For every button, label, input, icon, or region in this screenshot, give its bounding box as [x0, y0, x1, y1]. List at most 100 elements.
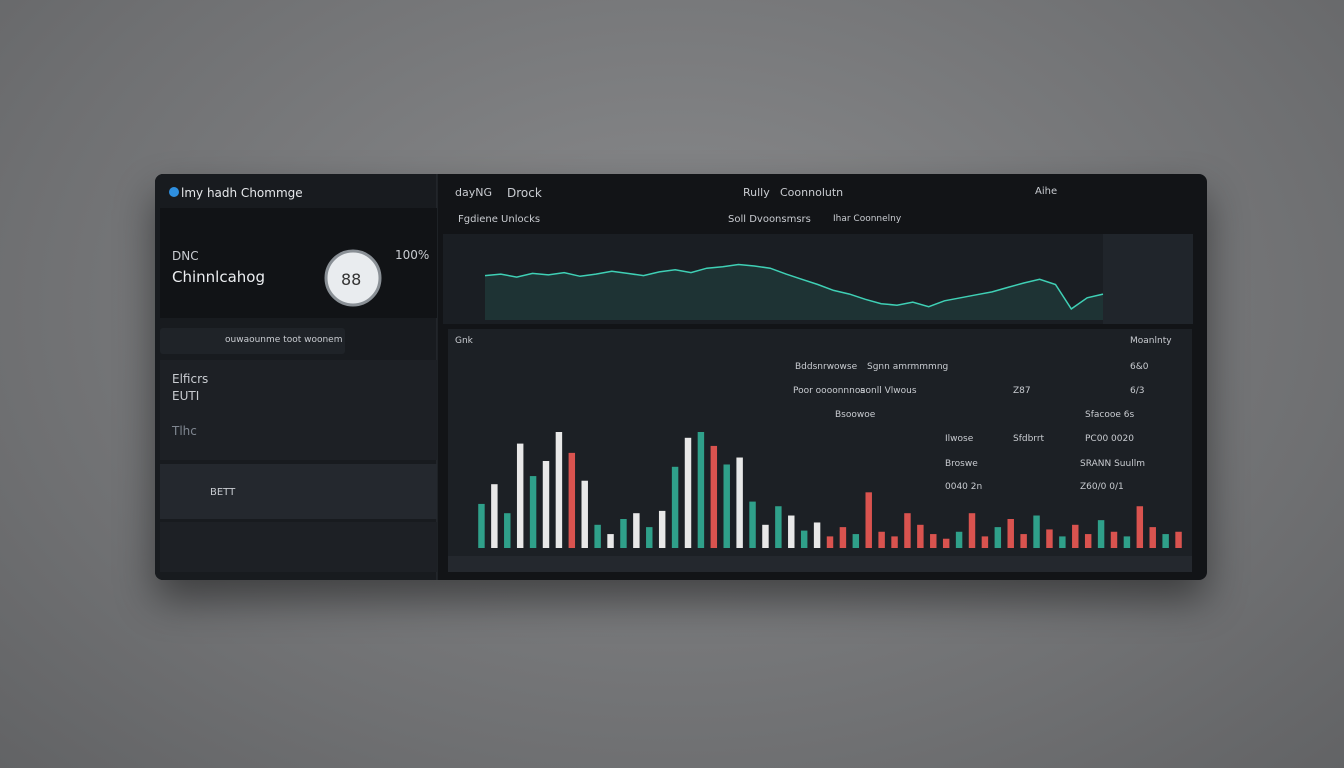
price-line: [484, 263, 1104, 310]
list-item[interactable]: EUTI: [172, 389, 200, 403]
cell: Broswe: [945, 459, 978, 469]
volume-bar: [620, 519, 627, 548]
search-text[interactable]: ouwaounme toot woonem: [225, 335, 343, 345]
volume-bar: [529, 476, 537, 548]
volume-bar: [1046, 529, 1053, 548]
subtab[interactable]: Ihar Coonnelny: [833, 214, 902, 224]
volume-bar: [1175, 531, 1182, 548]
cell: Bsoowoe: [835, 410, 876, 420]
volume-bar: [504, 513, 511, 548]
tab[interactable]: dayNG: [455, 186, 492, 199]
volume-bar: [788, 515, 795, 548]
tab[interactable]: Rully: [743, 186, 770, 199]
volume-bar: [904, 513, 911, 548]
volume-bar: [1110, 531, 1118, 548]
volume-bar: [1123, 536, 1131, 548]
volume-bar: [749, 501, 756, 548]
subtab[interactable]: Soll Dvoonsmsrs: [728, 214, 811, 225]
cell: Poor oooonnnos: [793, 386, 866, 396]
volume-bar: [658, 510, 666, 548]
volume-bar: [762, 524, 769, 548]
dashboard: lmy hadh Chommge DNC Chinnlcahog 100% 88…: [155, 174, 1207, 580]
asset-name: Chinnlcahog: [172, 268, 265, 286]
table-header: Gnk: [455, 336, 473, 346]
ticker: DNC: [172, 249, 199, 263]
volume-bar: [542, 461, 550, 548]
volume-bar: [594, 524, 601, 548]
cell: Z60/0 0/1: [1080, 482, 1124, 492]
asset-card: [160, 208, 437, 318]
volume-bar: [1020, 534, 1027, 548]
volume-bar: [981, 536, 989, 548]
tab[interactable]: Aihe: [1035, 186, 1058, 197]
volume-bar: [800, 530, 808, 548]
volume-bar: [646, 527, 653, 548]
axis-bar: [448, 556, 1192, 572]
volume-bar: [839, 527, 847, 548]
volume-bar: [930, 534, 937, 548]
volume-bar: [1059, 536, 1066, 548]
volume-bar: [491, 484, 498, 548]
list-panel: [160, 522, 437, 572]
tab[interactable]: Coonnolutn: [780, 186, 844, 199]
volume-bar: [775, 506, 782, 548]
volume-bar: [568, 452, 576, 548]
volume-bar: [917, 524, 924, 548]
cell: PC00 0020: [1085, 434, 1134, 444]
subtab[interactable]: Fgdiene Unlocks: [458, 214, 541, 225]
volume-bar: [1136, 506, 1144, 548]
search-box[interactable]: [160, 328, 345, 354]
volume-bar: [968, 513, 976, 548]
list-item[interactable]: Tlhc: [172, 424, 197, 438]
volume-bar: [723, 464, 730, 548]
cell: 0040 2n: [945, 482, 983, 492]
volume-bar: [1149, 527, 1156, 548]
volume-bar: [865, 492, 872, 548]
price-chart-bg: [443, 234, 1103, 324]
list-item[interactable]: BETT: [210, 487, 236, 498]
volume-bar: [736, 457, 743, 548]
list-item[interactable]: Elficrs: [172, 372, 209, 386]
cell: SRANN Suullm: [1080, 459, 1145, 469]
volume-bar: [633, 513, 640, 548]
cell: Bddsnrwowse: [795, 362, 858, 372]
volume-bar: [684, 437, 692, 548]
volume-bar: [516, 443, 524, 548]
volume-bar: [1072, 524, 1079, 548]
volume-bar: [607, 534, 614, 548]
logo: [169, 187, 179, 197]
list-item[interactable]: [160, 464, 437, 519]
volume-bar: [878, 531, 885, 548]
cell: Sgnn amrmmmng: [867, 362, 949, 372]
cell: aonll Vlwous: [860, 386, 917, 396]
volume-bar: [1007, 519, 1014, 548]
volume-bar: [826, 536, 834, 548]
tab[interactable]: Drock: [507, 186, 542, 200]
volume-bar: [942, 538, 950, 548]
cell: Sfdbrrt: [1013, 434, 1045, 444]
cell: 6/3: [1130, 386, 1145, 396]
volume-bar: [710, 445, 718, 548]
cell: Z87: [1013, 386, 1031, 396]
cell: 6&0: [1130, 362, 1149, 372]
volume-bar: [555, 432, 563, 548]
app-title: lmy hadh Chommge: [181, 186, 303, 200]
volume-bar: [813, 522, 821, 548]
volume-bar: [955, 531, 963, 548]
volume-bar: [994, 527, 1002, 548]
side-chart-bg: [1103, 234, 1193, 324]
volume-bar: [1084, 534, 1092, 548]
volume-bar: [1033, 515, 1040, 548]
volume-bar: [581, 480, 588, 548]
volume-bar: [478, 503, 485, 548]
volume-bar: [1162, 534, 1169, 548]
volume-bar: [697, 432, 705, 548]
gauge-value: 88: [341, 270, 362, 289]
table-header: Moanlnty: [1130, 336, 1172, 346]
volume-bar: [852, 534, 860, 548]
volume-bar: [1097, 520, 1105, 548]
cell: Ilwose: [945, 434, 974, 444]
volume-bar: [891, 536, 898, 548]
chart-layer: [155, 174, 1193, 580]
